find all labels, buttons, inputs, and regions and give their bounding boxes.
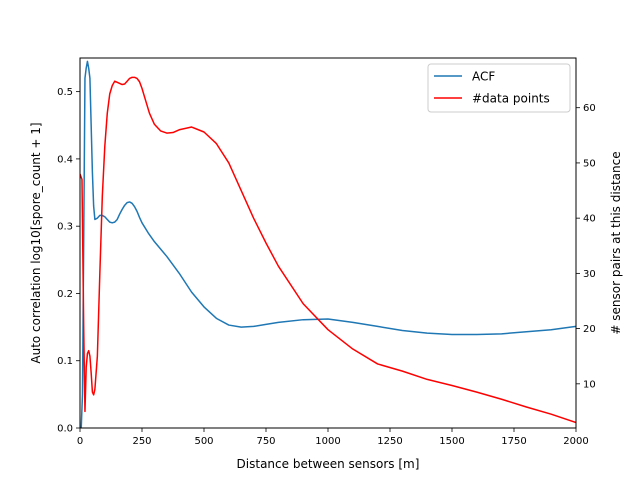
legend-box [427, 63, 571, 113]
y2-tick-label: 40 [583, 214, 596, 225]
legend-label-data-points: #data points [472, 92, 550, 106]
series-line-acf [80, 60, 576, 428]
y-tick-label: 0.4 [57, 154, 73, 165]
x-tick-label: 1500 [439, 436, 464, 447]
y2-tick-label: 60 [583, 103, 596, 114]
y-tick-label: 0.5 [57, 87, 73, 98]
series-layer [80, 60, 576, 428]
y-axis-label: Auto correlation log10[spore_count + 1] [29, 122, 43, 363]
series-line-data-points [80, 76, 576, 424]
legend: ACF #data points [427, 63, 571, 113]
y2-tick-label: 30 [583, 269, 596, 280]
y-tick-label: 0.1 [57, 356, 73, 367]
y-tick-label: 0.2 [57, 289, 73, 300]
x-axis: 0 250 500 750 1000 1250 1500 1750 2000 [77, 428, 589, 447]
x-tick-label: 250 [132, 436, 151, 447]
y2-tick-label: 10 [583, 379, 596, 390]
y-axis-right: 10 20 30 40 50 60 [576, 103, 596, 390]
x-tick-label: 0 [77, 436, 83, 447]
y-axis-left: 0.0 0.1 0.2 0.3 0.4 0.5 [57, 87, 80, 435]
y2-axis-label: # sensor pairs at this distance [609, 151, 623, 334]
x-tick-label: 500 [194, 436, 213, 447]
y-tick-label: 0.3 [57, 222, 73, 233]
y2-tick-label: 50 [583, 158, 596, 169]
x-tick-label: 1000 [315, 436, 340, 447]
y-tick-label: 0.0 [57, 424, 73, 435]
x-tick-label: 1250 [377, 436, 402, 447]
x-tick-label: 2000 [563, 436, 588, 447]
y2-tick-label: 20 [583, 324, 596, 335]
x-tick-label: 750 [256, 436, 275, 447]
x-axis-label: Distance between sensors [m] [237, 457, 420, 471]
x-tick-label: 1750 [501, 436, 526, 447]
legend-label-acf: ACF [472, 70, 495, 84]
